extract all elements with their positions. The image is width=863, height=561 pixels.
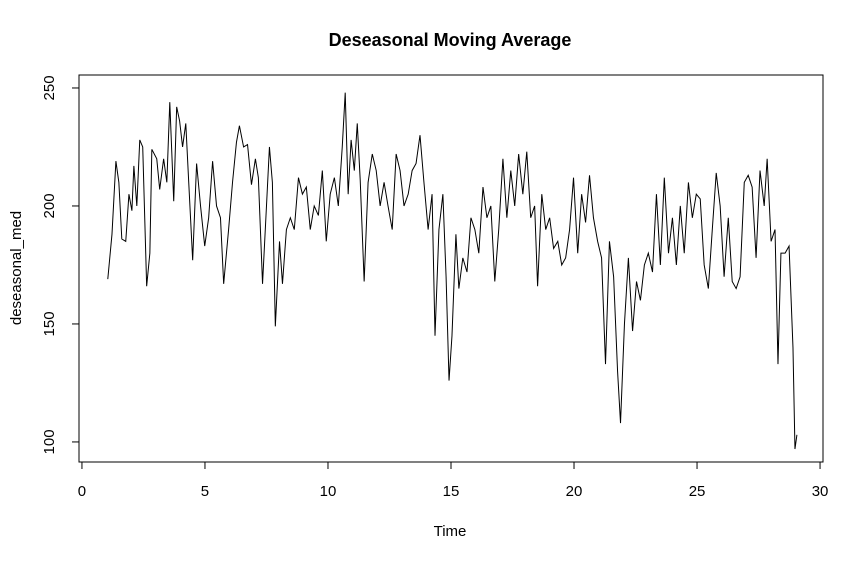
x-tick-label: 0 [78,483,86,500]
x-tick-label: 10 [320,483,337,500]
x-tick-label: 5 [201,483,209,500]
chart-title: Deseasonal Moving Average [329,30,572,50]
x-tick-label: 15 [443,483,460,500]
y-tick-label: 150 [41,311,58,336]
y-tick-label: 100 [41,429,58,454]
y-tick-label: 200 [41,193,58,218]
x-tick-label: 30 [812,483,829,500]
x-axis-label: Time [434,523,467,540]
x-tick-label: 25 [689,483,706,500]
x-tick-label: 20 [566,483,583,500]
y-axis-label: deseasonal_med [8,211,25,325]
data-line [107,92,798,450]
y-tick-label: 250 [41,75,58,100]
